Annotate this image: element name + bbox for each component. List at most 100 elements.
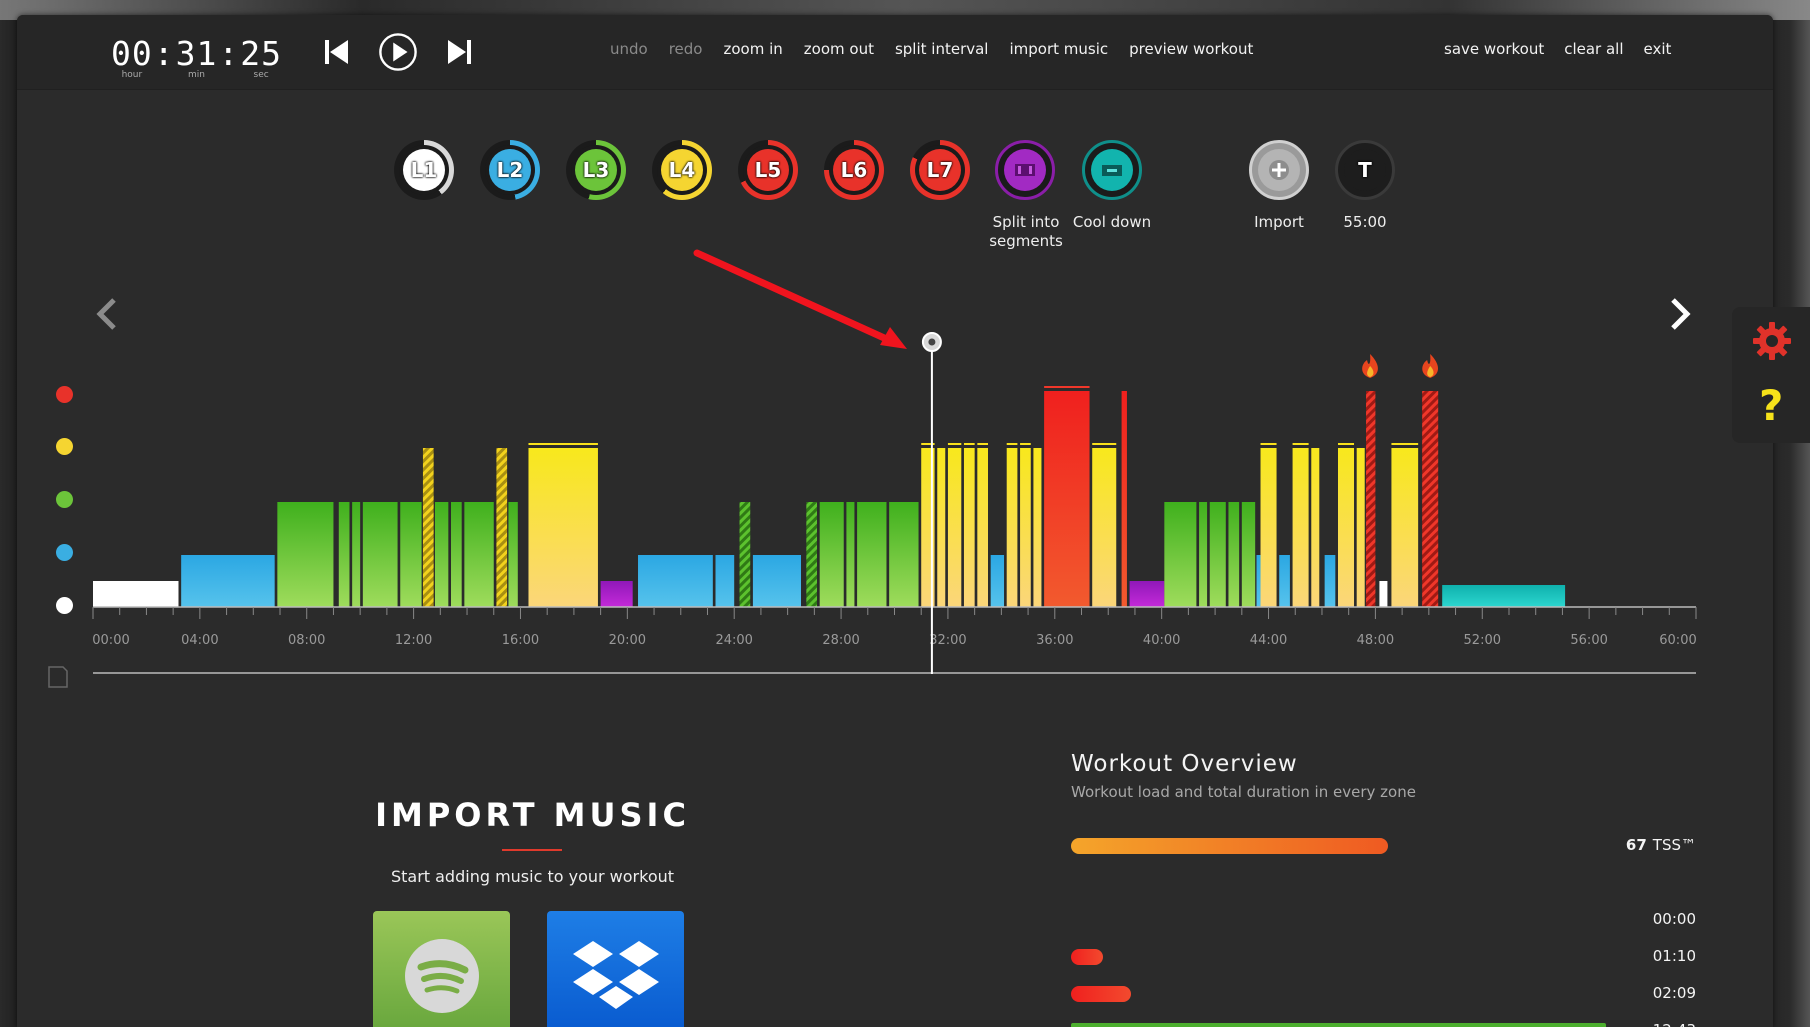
exit-button[interactable]: exit [1643, 40, 1672, 58]
split-interval-button[interactable]: split interval [894, 40, 989, 58]
interval-bar[interactable] [947, 448, 962, 607]
zone-dot [56, 386, 73, 403]
interval-bar[interactable] [1356, 448, 1365, 607]
settings-button[interactable] [1751, 320, 1793, 366]
interval-bar[interactable] [1292, 448, 1309, 607]
redo-button[interactable]: redo [668, 40, 703, 58]
interval-bar[interactable] [1006, 448, 1018, 607]
interval-bar[interactable] [496, 448, 508, 607]
interval-bar[interactable] [739, 502, 751, 607]
interval-bar[interactable] [277, 502, 334, 607]
overview-value-number: 02:09 [1652, 984, 1696, 1002]
clear-all-button[interactable]: clear all [1564, 40, 1624, 58]
interval-bar[interactable] [352, 502, 361, 607]
interval-bar[interactable] [451, 502, 462, 607]
interval-bar[interactable] [977, 448, 989, 607]
clock-minutes: 31 [175, 34, 218, 73]
clock-seconds: 25 [240, 34, 282, 73]
interval-bar[interactable] [806, 502, 818, 607]
scroll-right-button[interactable] [1667, 296, 1695, 336]
interval-bar[interactable] [338, 502, 350, 607]
interval-bar[interactable] [1422, 391, 1439, 607]
interval-bar[interactable] [1033, 448, 1042, 607]
interval-bar[interactable] [422, 448, 434, 607]
axis-tick-label: 16:00 [502, 633, 539, 648]
interval-bar[interactable] [937, 448, 946, 607]
level-button-l4[interactable]: L4 [652, 140, 712, 200]
axis-tick-label: 04:00 [181, 633, 218, 648]
import-button[interactable] [1249, 140, 1309, 200]
zoom-in-button[interactable]: zoom in [723, 40, 783, 58]
scroll-left-button[interactable] [92, 296, 120, 336]
question-icon: ? [1759, 381, 1784, 430]
workout-timeline[interactable]: 00:00 04:00 08:00 12:00 16:00 20:00 24:00 28:00… [0, 0, 1810, 700]
play-button[interactable] [378, 32, 418, 72]
interval-bar[interactable] [1366, 391, 1376, 607]
interval-bar[interactable] [857, 502, 887, 607]
interval-bar[interactable] [1379, 581, 1388, 607]
interval-cap [528, 443, 598, 445]
level-button-l6[interactable]: L6 [824, 140, 884, 200]
workout-time-button[interactable]: T [1335, 140, 1395, 200]
interval-bar[interactable] [752, 555, 801, 607]
preview-workout-button[interactable]: preview workout [1129, 40, 1254, 58]
dropbox-button[interactable] [547, 911, 684, 1027]
interval-bar[interactable] [889, 502, 919, 607]
interval-bar[interactable] [1020, 448, 1031, 607]
level-button-l3[interactable]: L3 [566, 140, 626, 200]
interval-bar[interactable] [715, 555, 735, 607]
interval-bar[interactable] [1199, 502, 1208, 607]
interval-bar[interactable] [181, 555, 275, 607]
level-label: L7 [919, 149, 961, 191]
interval-bar[interactable] [1241, 502, 1256, 607]
dropbox-icon [572, 941, 659, 1009]
cool-down-button[interactable] [1082, 140, 1142, 200]
level-button-l7[interactable]: L7 [910, 140, 970, 200]
interval-bar[interactable] [508, 502, 518, 607]
interval-bar[interactable] [1121, 391, 1127, 607]
interval-bar[interactable] [846, 502, 855, 607]
interval-cap [1391, 443, 1419, 445]
interval-bar[interactable] [434, 502, 449, 607]
interval-bar[interactable] [1228, 502, 1240, 607]
interval-bar[interactable] [362, 502, 398, 607]
interval-bar[interactable] [1209, 502, 1226, 607]
interval-bar[interactable] [638, 555, 713, 607]
interval-bar[interactable] [93, 581, 179, 607]
level-label: L1 [403, 149, 445, 191]
axis-tick-label: 28:00 [822, 633, 859, 648]
interval-bar[interactable] [1260, 448, 1277, 607]
interval-bar[interactable] [963, 448, 975, 607]
interval-bar[interactable] [1337, 448, 1355, 607]
undo-button[interactable]: undo [610, 40, 648, 58]
interval-bar[interactable] [528, 448, 598, 607]
interval-bar[interactable] [1044, 391, 1090, 607]
interval-bar[interactable] [1391, 448, 1419, 607]
interval-bar[interactable] [1164, 502, 1197, 607]
level-button-l5[interactable]: L5 [738, 140, 798, 200]
interval-bar[interactable] [1311, 448, 1320, 607]
save-workout-button[interactable]: save workout [1444, 40, 1545, 58]
interval-bar[interactable] [464, 502, 494, 607]
interval-cap [1020, 443, 1031, 445]
interval-bar[interactable] [990, 555, 1005, 607]
interval-bar[interactable] [1256, 555, 1261, 607]
interval-bar[interactable] [1442, 585, 1566, 607]
zoom-out-button[interactable]: zoom out [803, 40, 874, 58]
skip-forward-button[interactable] [440, 32, 480, 72]
notes-button[interactable] [47, 665, 69, 693]
level-button-l2[interactable]: L2 [480, 140, 540, 200]
interval-bar[interactable] [400, 502, 422, 607]
interval-bar[interactable] [1324, 555, 1336, 607]
skip-back-button[interactable] [316, 32, 356, 72]
interval-bar[interactable] [1129, 581, 1165, 607]
interval-bar[interactable] [1279, 555, 1290, 607]
interval-bar[interactable] [819, 502, 844, 607]
import-music-button[interactable]: import music [1009, 40, 1109, 58]
interval-bar[interactable] [1092, 448, 1117, 607]
help-button[interactable]: ? [1759, 385, 1783, 427]
spotify-button[interactable] [373, 911, 510, 1027]
split-segments-button[interactable] [995, 140, 1055, 200]
interval-bar[interactable] [600, 581, 633, 607]
level-button-l1[interactable]: L1 [394, 140, 454, 200]
